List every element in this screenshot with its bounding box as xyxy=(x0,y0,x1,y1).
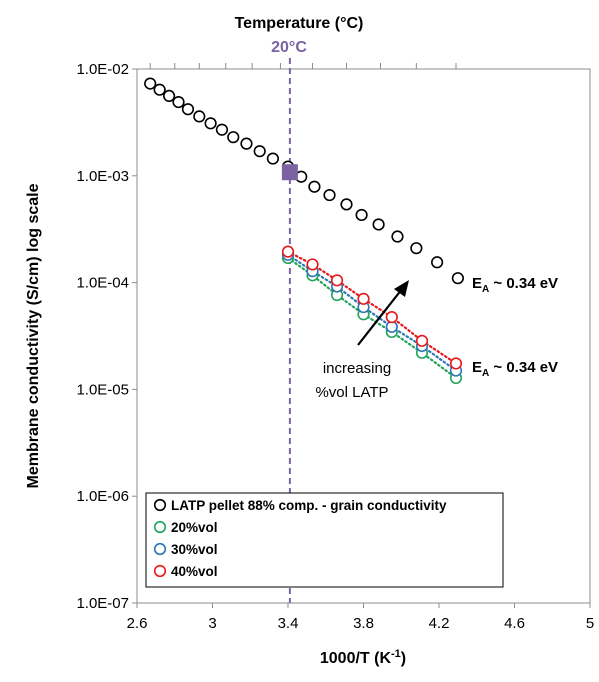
x-axis-title-sup: -1 xyxy=(391,648,401,660)
legend-label-0: LATP pellet 88% comp. - grain conductivi… xyxy=(171,498,447,513)
data-point-series-0 xyxy=(181,103,195,116)
data-point-series-0 xyxy=(355,208,368,222)
marker-20c-layer xyxy=(281,164,298,181)
label-20c: 20°C xyxy=(271,39,307,56)
ea-annotation-top: EA ~ 0.34 eV xyxy=(472,275,558,295)
data-point-series-3 xyxy=(385,311,398,324)
x-axis-ticks: 2.6 3 3.4 3.8 4.2 4.6 5 xyxy=(127,603,594,632)
x-axis-title: 1000/T (K-1) xyxy=(320,648,406,667)
ea-top-sub: A xyxy=(482,284,489,295)
top-axis-title: Temperature (°C) xyxy=(235,15,364,32)
legend-marker-0 xyxy=(153,498,167,512)
y-axis-ticks: 1.0E-02 1.0E-03 1.0E-04 1.0E-05 1.0E-06 1.0E-… xyxy=(76,61,137,612)
data-point-series-0 xyxy=(204,117,217,130)
legend-marker-2 xyxy=(153,542,167,556)
ea-top-main: E xyxy=(472,275,482,292)
y-tick-label: 1.0E-03 xyxy=(76,168,129,185)
increasing-label-line1: increasing xyxy=(323,360,391,377)
legend-label-3: 40%vol xyxy=(171,564,218,579)
legend-marker-1 xyxy=(153,520,167,534)
x-tick-label: 4.2 xyxy=(429,615,450,632)
data-point-series-3 xyxy=(415,334,429,347)
ea-bottom-main: E xyxy=(472,359,482,376)
ea-bottom-sub: A xyxy=(482,368,489,379)
y-tick-label: 1.0E-06 xyxy=(76,488,129,505)
data-point-series-0 xyxy=(193,110,206,123)
legend-items: LATP pellet 88% comp. - grain conductivi… xyxy=(153,498,447,579)
y-tick-label: 1.0E-07 xyxy=(76,595,129,612)
x-tick-label: 3 xyxy=(208,615,216,632)
x-tick-label: 3.4 xyxy=(278,615,299,632)
data-point-series-0 xyxy=(253,145,266,158)
ea-annotation-bottom: EA ~ 0.34 eV xyxy=(472,359,558,379)
y-tick-label: 1.0E-02 xyxy=(76,61,129,78)
data-point-series-0 xyxy=(308,180,321,193)
y-tick-label: 1.0E-04 xyxy=(76,275,129,292)
data-point-series-0 xyxy=(451,272,464,285)
data-point-series-0 xyxy=(391,230,404,243)
increasing-label-line2: %vol LATP xyxy=(315,384,388,401)
data-point-series-0 xyxy=(172,95,185,109)
legend-marker-3 xyxy=(153,564,167,578)
x-tick-label: 3.8 xyxy=(353,615,374,632)
legend-label-2: 30%vol xyxy=(171,542,218,557)
x-axis-title-end: ) xyxy=(401,650,406,667)
data-point-series-0 xyxy=(431,256,444,269)
top-axis-ticks xyxy=(149,63,457,69)
y-tick-label: 1.0E-05 xyxy=(76,381,129,398)
marker-20c-square xyxy=(281,164,298,181)
data-point-series-0 xyxy=(323,188,336,202)
data-point-series-0 xyxy=(240,137,253,150)
data-point-series-0 xyxy=(266,152,280,165)
data-point-series-3 xyxy=(330,274,344,287)
increasing-arrow-head xyxy=(394,280,409,297)
data-point-series-0 xyxy=(144,77,157,90)
data-point-series-3 xyxy=(449,357,463,370)
data-point-series-0 xyxy=(227,131,240,144)
y-axis-title: Membrane conductivity (S/cm) log scale xyxy=(25,183,42,488)
data-point-series-0 xyxy=(372,218,385,231)
data-point-series-3 xyxy=(306,258,319,271)
x-tick-label: 2.6 xyxy=(127,615,148,632)
ea-bottom-value: ~ 0.34 eV xyxy=(489,359,558,376)
legend: LATP pellet 88% comp. - grain conductivi… xyxy=(145,492,504,588)
data-point-series-0 xyxy=(410,242,423,255)
data-point-series-0 xyxy=(153,83,166,96)
series-layer xyxy=(144,77,464,385)
data-point-series-3 xyxy=(357,292,370,305)
legend-label-1: 20%vol xyxy=(171,520,218,535)
x-axis-title-main: 1000/T (K xyxy=(320,650,392,667)
data-point-series-0 xyxy=(215,123,229,136)
legend-box xyxy=(145,492,504,588)
x-tick-label: 4.6 xyxy=(504,615,525,632)
data-point-series-3 xyxy=(281,245,295,258)
data-point-series-0 xyxy=(340,198,353,211)
x-tick-label: 5 xyxy=(586,615,594,632)
increasing-arrow xyxy=(357,288,403,346)
data-point-series-0 xyxy=(162,89,176,102)
ea-top-value: ~ 0.34 eV xyxy=(489,275,558,292)
